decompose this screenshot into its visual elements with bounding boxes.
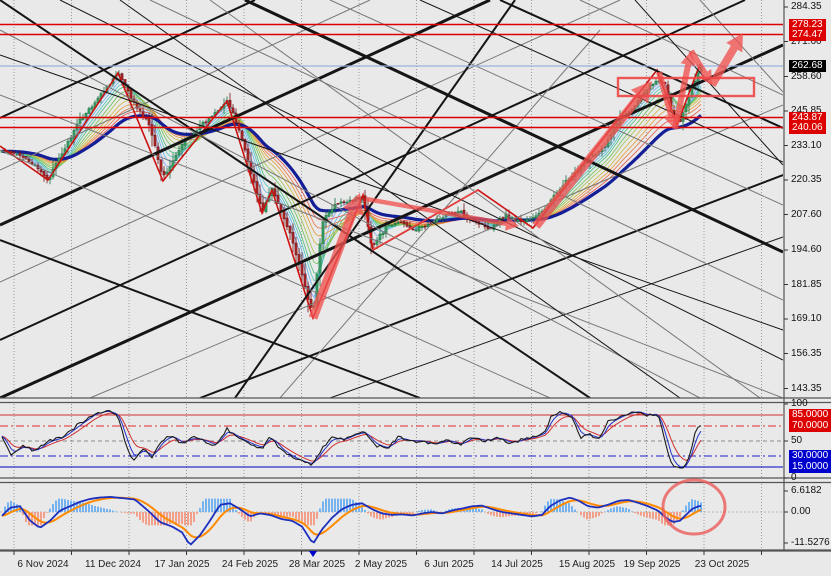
histogram-tick-label: -11.5276 bbox=[791, 537, 830, 548]
price-tick-label: 156.35 bbox=[791, 347, 822, 359]
level-price-badge[interactable]: 243.87 bbox=[789, 111, 826, 124]
price-tick-label: 220.35 bbox=[791, 174, 822, 185]
price-tick-label: 181.85 bbox=[791, 278, 822, 290]
date-label: 2 May 2025 bbox=[354, 559, 408, 570]
level-price-badge[interactable]: 278.23 bbox=[789, 18, 826, 31]
level-price-badge[interactable]: 274.47 bbox=[789, 28, 826, 41]
oscillator-panel bbox=[0, 410, 783, 469]
date-label: 19 Sep 2025 bbox=[623, 559, 681, 570]
consolidation-rectangle[interactable] bbox=[616, 76, 756, 98]
price-tick-label: 194.60 bbox=[791, 244, 822, 255]
trend-arrow[interactable] bbox=[708, 33, 743, 87]
price-tick-label: 245.85 bbox=[791, 105, 822, 116]
time-marker-icon bbox=[309, 551, 317, 557]
price-tick-label: 284.35 bbox=[791, 1, 822, 12]
histogram-tick-label: 0.00 bbox=[791, 506, 811, 517]
date-label: 24 Feb 2025 bbox=[221, 559, 279, 570]
date-label: 6 Jun 2025 bbox=[424, 559, 474, 570]
trend-arrow[interactable] bbox=[672, 51, 696, 130]
trend-arrow[interactable] bbox=[308, 193, 364, 320]
date-label: 15 Aug 2025 bbox=[558, 559, 616, 570]
oscillator-tick-label: 50 bbox=[791, 435, 803, 446]
oscillator-level-badge[interactable]: 30.0000 bbox=[789, 450, 831, 462]
oscillator-tick-label: 100 bbox=[791, 398, 808, 409]
oscillator-level-badge[interactable]: 15.0000 bbox=[789, 461, 831, 473]
oscillator-tick-label: 0 bbox=[791, 472, 797, 483]
panel-borders bbox=[0, 0, 831, 557]
trend-arrow[interactable] bbox=[688, 49, 712, 85]
price-tick-label: 233.10 bbox=[791, 139, 822, 151]
price-levels bbox=[0, 23, 783, 129]
price-tick-label: 207.60 bbox=[791, 208, 822, 220]
current-price-badge[interactable]: 262.68 bbox=[789, 60, 826, 72]
price-tick-label: 143.35 bbox=[791, 382, 822, 394]
date-label: 28 Mar 2025 bbox=[288, 559, 346, 570]
trend-arrow[interactable] bbox=[532, 81, 653, 229]
price-tick-label: 258.60 bbox=[791, 70, 822, 82]
date-label: 23 Oct 2025 bbox=[694, 559, 750, 570]
trend-arrow[interactable] bbox=[656, 71, 679, 129]
trend-arrow[interactable] bbox=[365, 196, 519, 231]
date-label: 17 Jan 2025 bbox=[154, 559, 210, 570]
price-tick-label: 271.60 bbox=[791, 35, 822, 47]
oscillator-level-badge[interactable]: 70.0000 bbox=[789, 420, 831, 432]
histogram-tick-label: 6.6182 bbox=[791, 485, 822, 496]
histogram-panel bbox=[0, 495, 783, 546]
date-label: 11 Dec 2024 bbox=[85, 559, 141, 570]
oscillator-level-badge[interactable]: 85.0000 bbox=[789, 409, 831, 421]
price-tick-label: 169.10 bbox=[791, 313, 822, 324]
level-price-badge[interactable]: 240.06 bbox=[789, 121, 826, 134]
annotations-layer bbox=[308, 33, 756, 536]
date-label: 6 Nov 2024 bbox=[17, 559, 69, 570]
signal-circle[interactable] bbox=[661, 478, 727, 536]
date-label: 14 Jul 2025 bbox=[491, 559, 543, 570]
